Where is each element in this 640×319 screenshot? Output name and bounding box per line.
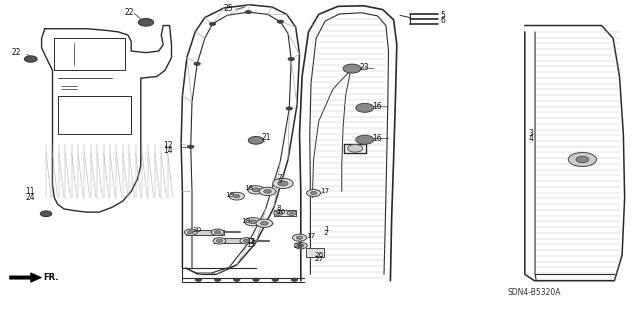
- Bar: [274, 210, 296, 216]
- Text: 20: 20: [192, 227, 201, 233]
- Circle shape: [273, 178, 293, 189]
- Circle shape: [244, 218, 261, 226]
- Circle shape: [188, 145, 194, 148]
- Circle shape: [194, 62, 200, 65]
- Circle shape: [294, 242, 307, 249]
- Circle shape: [216, 239, 223, 242]
- Text: 16: 16: [372, 134, 382, 143]
- Text: 11: 11: [26, 187, 35, 196]
- Text: 22: 22: [12, 48, 21, 57]
- Text: 21: 21: [261, 133, 271, 142]
- Text: 6: 6: [440, 16, 445, 25]
- Circle shape: [288, 57, 294, 61]
- Bar: [214, 238, 253, 243]
- Text: 8: 8: [276, 205, 281, 211]
- Text: 5: 5: [440, 11, 445, 20]
- Circle shape: [286, 107, 292, 110]
- Circle shape: [296, 236, 303, 239]
- Circle shape: [568, 152, 596, 167]
- Text: 24: 24: [26, 193, 35, 202]
- Text: 25: 25: [224, 4, 234, 13]
- Circle shape: [249, 220, 257, 224]
- Circle shape: [214, 278, 221, 281]
- Circle shape: [343, 64, 361, 73]
- Text: 28: 28: [293, 243, 302, 249]
- Text: 3: 3: [529, 129, 534, 138]
- Text: 12: 12: [163, 141, 173, 150]
- Circle shape: [188, 231, 194, 234]
- Circle shape: [348, 145, 363, 152]
- Circle shape: [272, 278, 278, 281]
- Circle shape: [256, 219, 273, 227]
- Circle shape: [576, 156, 589, 163]
- Text: 7: 7: [278, 174, 282, 180]
- Circle shape: [245, 11, 252, 14]
- Circle shape: [287, 211, 296, 215]
- Text: 27: 27: [315, 256, 324, 262]
- Text: 9: 9: [278, 178, 282, 184]
- Circle shape: [264, 189, 271, 193]
- Bar: [186, 230, 224, 235]
- Text: 18: 18: [244, 185, 253, 191]
- Circle shape: [307, 189, 321, 197]
- Circle shape: [213, 238, 226, 244]
- Circle shape: [234, 195, 240, 198]
- Circle shape: [240, 238, 253, 244]
- Circle shape: [291, 278, 298, 281]
- Circle shape: [214, 231, 221, 234]
- Text: 10: 10: [276, 209, 285, 215]
- Text: SDN4-B5320A: SDN4-B5320A: [508, 288, 561, 297]
- Text: 19: 19: [225, 192, 234, 197]
- Circle shape: [298, 244, 304, 247]
- Circle shape: [277, 20, 284, 23]
- Text: 17: 17: [306, 233, 315, 239]
- Circle shape: [234, 278, 240, 281]
- Text: 23: 23: [360, 63, 369, 72]
- Circle shape: [248, 186, 264, 194]
- Circle shape: [252, 188, 260, 192]
- Circle shape: [229, 192, 244, 200]
- Circle shape: [259, 187, 276, 196]
- Circle shape: [195, 278, 202, 281]
- Circle shape: [211, 229, 224, 235]
- Circle shape: [40, 211, 52, 217]
- Circle shape: [253, 278, 259, 281]
- Circle shape: [278, 181, 288, 186]
- Circle shape: [248, 137, 264, 144]
- Circle shape: [356, 103, 374, 112]
- Text: 15: 15: [246, 242, 255, 248]
- Circle shape: [260, 221, 268, 225]
- Circle shape: [276, 212, 280, 214]
- Bar: [306, 248, 324, 257]
- Circle shape: [356, 135, 374, 144]
- Circle shape: [292, 234, 307, 241]
- Polygon shape: [10, 273, 42, 282]
- Circle shape: [138, 19, 154, 26]
- Circle shape: [289, 212, 293, 214]
- Circle shape: [184, 229, 197, 235]
- Text: 14: 14: [163, 146, 173, 155]
- Text: 13: 13: [246, 238, 255, 243]
- Circle shape: [243, 239, 250, 242]
- Circle shape: [24, 56, 37, 62]
- Text: 18: 18: [241, 218, 250, 224]
- Text: 17: 17: [320, 188, 329, 194]
- Text: 1: 1: [324, 226, 328, 232]
- Circle shape: [209, 22, 216, 26]
- Text: 2: 2: [324, 230, 328, 236]
- Text: FR.: FR.: [44, 273, 59, 282]
- Text: 22: 22: [125, 8, 134, 17]
- Text: 16: 16: [372, 102, 382, 111]
- Circle shape: [310, 191, 317, 195]
- Circle shape: [274, 211, 283, 215]
- Text: 4: 4: [529, 134, 534, 143]
- Text: 26: 26: [315, 252, 324, 257]
